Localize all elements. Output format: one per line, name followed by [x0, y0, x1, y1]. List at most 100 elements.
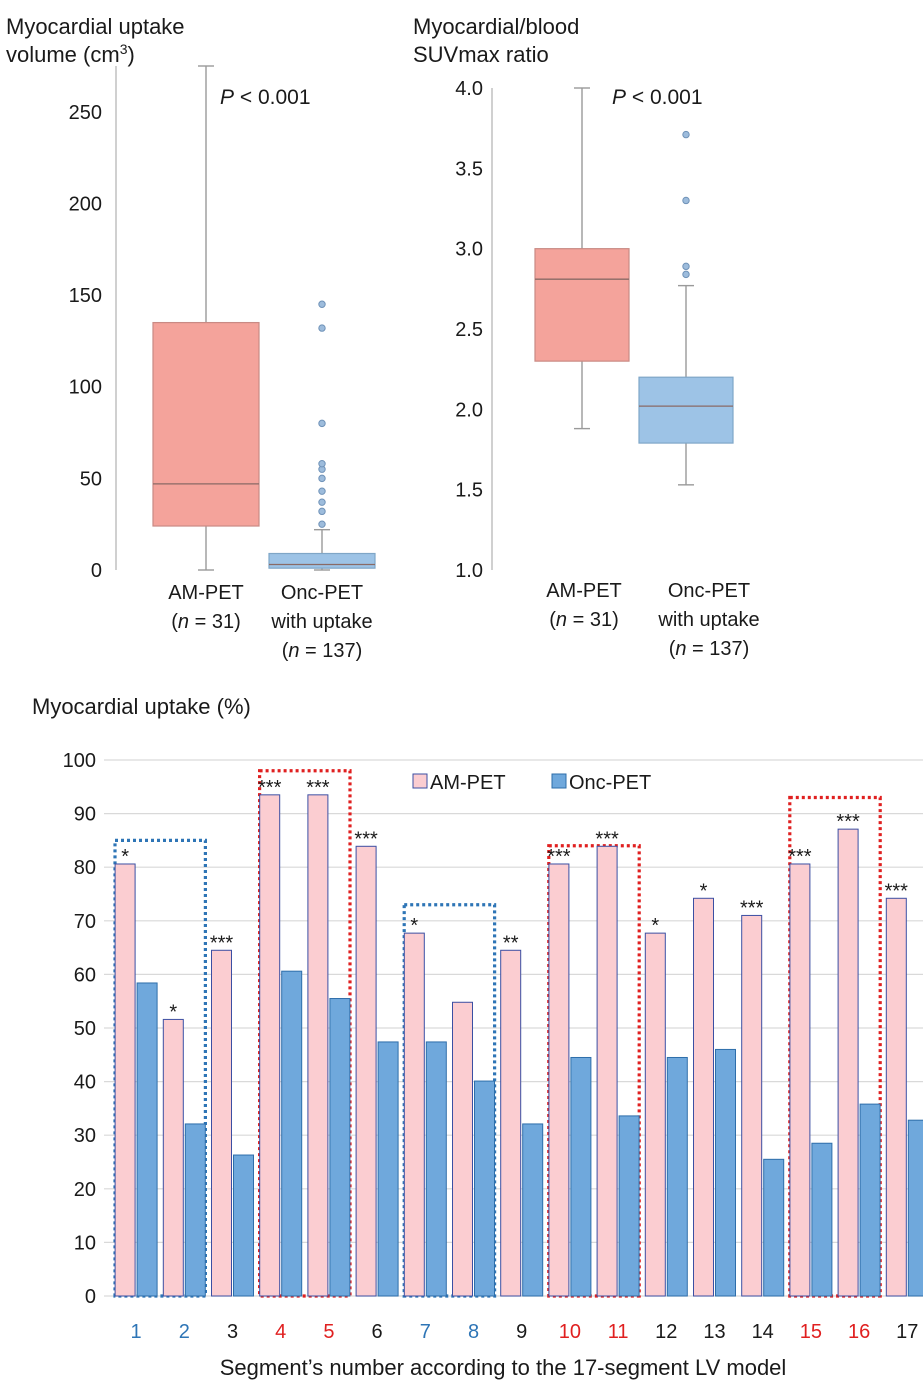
y-tick-label: 250	[69, 102, 102, 124]
x-tick-label: 1	[131, 1321, 142, 1343]
outlier-point	[318, 324, 326, 332]
bar-onc-pet	[329, 998, 351, 1297]
x-tick-label: 2	[179, 1321, 190, 1343]
chart-xlabel: Segment’s number according to the 17-seg…	[220, 1355, 787, 1380]
p-value: P < 0.001	[612, 86, 703, 109]
chart-suvmax-ratio: Myocardial/blood SUVmax ratio 1.0 1.5 2.0 2…	[413, 14, 760, 660]
bar-onc-pet	[666, 1056, 688, 1297]
bar-am-pet	[837, 828, 859, 1297]
significance-mark: *	[169, 1001, 177, 1023]
y-tick-label: 2.5	[455, 319, 483, 341]
segment-group: *1	[114, 846, 158, 1343]
x-tick-label: 7	[420, 1321, 431, 1343]
box-iqr	[638, 376, 734, 444]
segment-group: *** 14	[740, 897, 785, 1343]
bar-onc-pet	[281, 970, 303, 1297]
legend-label-onc-pet: Onc-PET	[569, 772, 651, 794]
y-tick-label: 100	[63, 750, 96, 772]
chart-ylabel: Myocardial uptake (%)	[32, 694, 251, 719]
significance-mark: ***	[306, 777, 330, 799]
bar-onc-pet	[811, 1142, 833, 1297]
segment-group: * 12	[644, 915, 688, 1343]
bar-onc-pet	[474, 1080, 495, 1297]
significance-mark: ***	[258, 777, 282, 799]
significance-mark: *	[121, 846, 129, 868]
x-tick-label: 14	[752, 1321, 774, 1343]
outlier-point	[318, 419, 326, 428]
group-n-am-pet: (n = 31)	[549, 609, 619, 631]
segment-group: ** 9	[500, 932, 544, 1343]
y-tick-label: 60	[74, 964, 96, 986]
significance-mark: ***	[788, 846, 812, 868]
group-label-onc-pet: Onc-PET	[668, 580, 750, 602]
significance-mark: *	[410, 915, 418, 937]
legend-label-am-pet: AM-PET	[430, 772, 506, 794]
y-tick-label: 30	[74, 1125, 96, 1147]
significance-mark: *	[700, 880, 708, 902]
significance-mark: ***	[210, 932, 234, 954]
y-tick-label: 100	[69, 377, 102, 399]
group-label-onc-pet-2: with uptake	[270, 611, 372, 633]
x-tick-label: 15	[800, 1321, 822, 1343]
group-label-onc-pet-2: with uptake	[657, 609, 759, 631]
outlier-point	[682, 270, 690, 279]
y-tick-label: 0	[91, 560, 102, 582]
y-tick-label: 50	[80, 468, 102, 490]
x-tick-label: 8	[468, 1321, 479, 1343]
significance-mark: *	[651, 915, 659, 937]
legend-swatch-onc-pet	[551, 773, 567, 789]
bar-am-pet	[500, 949, 522, 1297]
segment-group: *** 17	[885, 880, 923, 1343]
box-group	[152, 65, 260, 571]
outlier-point	[318, 460, 326, 468]
x-tick-label: 17	[896, 1321, 918, 1343]
segment-group: *** 3	[210, 932, 254, 1343]
y-tick-label: 3.5	[455, 158, 483, 180]
y-tick-label: 4.0	[455, 78, 483, 100]
significance-mark: ***	[885, 880, 909, 902]
segment-group: *7	[403, 915, 447, 1343]
y-tick-label: 40	[74, 1072, 96, 1094]
bar-onc-pet	[618, 1115, 640, 1297]
bar-am-pet	[162, 1018, 184, 1297]
bar-am-pet	[259, 794, 281, 1297]
significance-mark: **	[503, 932, 519, 954]
x-tick-label: 9	[516, 1321, 527, 1343]
bar-onc-pet	[425, 1041, 447, 1297]
outlier-point	[318, 507, 326, 516]
bar-am-pet	[355, 845, 377, 1297]
bar-onc-pet	[184, 1123, 206, 1297]
box-group	[268, 300, 376, 571]
outlier-point	[318, 300, 326, 308]
outlier-point	[318, 487, 326, 495]
x-tick-label: 3	[227, 1321, 238, 1343]
bar-am-pet	[211, 949, 232, 1297]
bar-am-pet	[644, 932, 666, 1297]
chart-segment-uptake: Myocardial uptake (%) 0 10 20 30 40 50 60 70 80 9…	[32, 694, 923, 1380]
y-tick-label: 50	[74, 1018, 96, 1040]
x-tick-label: 10	[559, 1321, 581, 1343]
group-n-onc-pet: (n = 137)	[282, 640, 363, 662]
x-tick-label: 16	[848, 1321, 870, 1343]
box-group	[534, 87, 630, 430]
bar-am-pet	[548, 863, 570, 1297]
bar-am-pet	[789, 863, 811, 1297]
segment-group: *2	[162, 1001, 206, 1343]
ylabel-line2: volume (cm3)	[6, 41, 135, 67]
x-tick-label: 11	[608, 1321, 629, 1343]
bar-am-pet	[885, 897, 907, 1297]
ylabel-line1: Myocardial/blood	[413, 14, 579, 39]
box-iqr	[268, 552, 376, 569]
bar-onc-pet	[570, 1056, 592, 1297]
group-label-am-pet: AM-PET	[546, 580, 622, 602]
bar-onc-pet	[859, 1103, 881, 1297]
bar-am-pet	[693, 897, 714, 1297]
x-tick-label: 6	[372, 1321, 383, 1343]
significance-mark: ***	[740, 897, 764, 919]
significance-mark: ***	[547, 846, 571, 868]
group-n-onc-pet: (n = 137)	[669, 638, 750, 660]
y-tick-label: 150	[69, 285, 102, 307]
box-group	[638, 130, 734, 486]
y-tick-label: 20	[74, 1179, 96, 1201]
legend-swatch-am-pet	[412, 773, 428, 789]
